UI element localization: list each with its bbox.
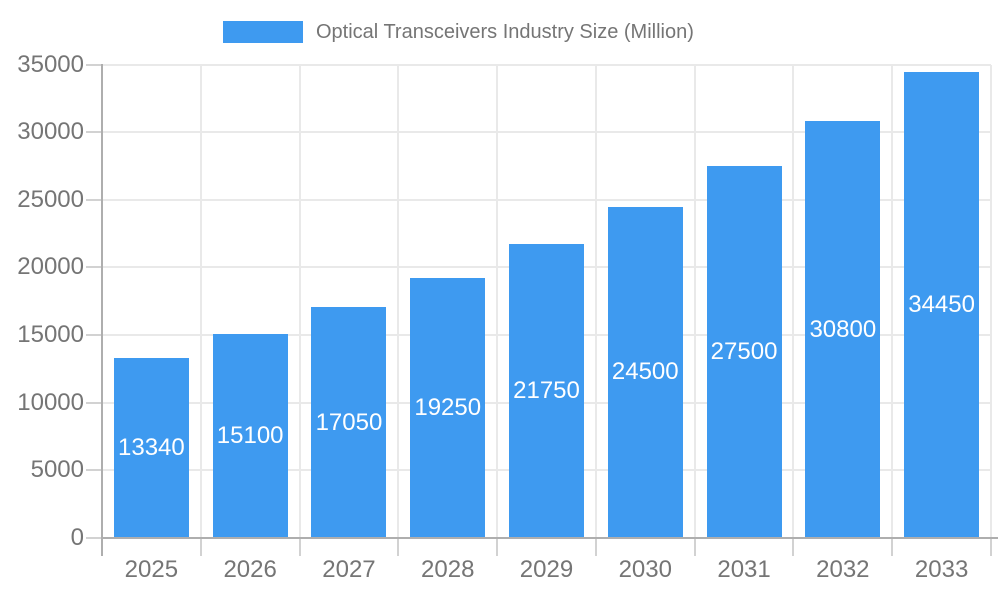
x-axis-label: 2030 (618, 556, 672, 583)
x-tick (792, 538, 795, 556)
x-tick (199, 538, 202, 556)
x-axis-label: 2032 (816, 556, 870, 583)
y-axis-line (101, 63, 103, 556)
legend-label: Optical Transceivers Industry Size (Mill… (316, 21, 694, 43)
y-tick (86, 198, 102, 201)
y-axis-label: 10000 (17, 388, 84, 416)
y-gridline (102, 131, 991, 134)
x-tick (594, 538, 597, 556)
bar-value-label: 27500 (710, 337, 778, 365)
x-axis-label: 2031 (717, 556, 771, 583)
x-axis-label: 2029 (519, 556, 574, 583)
bar-value-label: 21750 (513, 376, 580, 404)
bar-2030[interactable] (607, 206, 683, 538)
bar-2033[interactable] (904, 71, 980, 538)
x-gridline (298, 64, 301, 538)
bar-2025[interactable] (113, 357, 189, 538)
x-gridline (496, 64, 499, 538)
bar-value-label: 34450 (908, 290, 975, 318)
x-axis-label: 2028 (421, 556, 475, 583)
x-gridline (594, 64, 597, 538)
x-tick (891, 538, 894, 556)
x-gridline (199, 64, 202, 538)
bar-value-label: 19250 (414, 393, 482, 421)
x-axis-line (101, 537, 998, 539)
y-tick (86, 63, 102, 66)
x-tick (397, 538, 400, 556)
bar-2028[interactable] (410, 277, 486, 538)
y-gridline (102, 198, 991, 201)
legend-item[interactable]: Optical Transceivers Industry Size (Mill… (223, 19, 694, 45)
bar-value-label: 15100 (216, 421, 284, 449)
y-axis-label: 0 (70, 524, 84, 551)
bar-2027[interactable] (311, 307, 387, 538)
y-tick (86, 131, 102, 134)
x-axis-label: 2026 (223, 556, 277, 583)
x-gridline (397, 64, 400, 538)
x-gridline (792, 64, 795, 538)
x-gridline (891, 64, 894, 538)
legend-swatch (223, 21, 303, 43)
bar-2031[interactable] (706, 165, 782, 538)
bar-value-label: 24500 (611, 358, 679, 386)
x-axis-label: 2025 (124, 556, 179, 583)
y-axis-label: 5000 (30, 456, 84, 484)
y-axis-label: 25000 (17, 185, 84, 213)
x-tick (298, 538, 301, 556)
bar-2032[interactable] (805, 121, 881, 538)
x-tick (496, 538, 499, 556)
x-gridline (990, 64, 992, 538)
y-axis-label: 30000 (17, 118, 84, 146)
bar-value-label: 17050 (315, 408, 383, 436)
bar-value-label: 30800 (809, 315, 877, 343)
y-tick (86, 266, 102, 269)
y-axis-label: 20000 (17, 253, 84, 281)
bar-2029[interactable] (509, 243, 584, 538)
x-axis-label: 2027 (322, 556, 376, 583)
y-tick (86, 537, 102, 539)
x-tick (990, 538, 992, 556)
y-axis-label: 35000 (17, 50, 84, 78)
x-gridline (693, 64, 696, 538)
y-tick (86, 401, 102, 404)
bar-value-label: 13340 (118, 433, 185, 461)
y-axis-label: 15000 (17, 321, 84, 349)
y-tick (86, 334, 102, 337)
x-axis-label: 2033 (914, 556, 969, 583)
y-tick (86, 469, 102, 472)
bar-2026[interactable] (212, 333, 288, 538)
x-tick (693, 538, 696, 556)
y-gridline (102, 63, 991, 66)
